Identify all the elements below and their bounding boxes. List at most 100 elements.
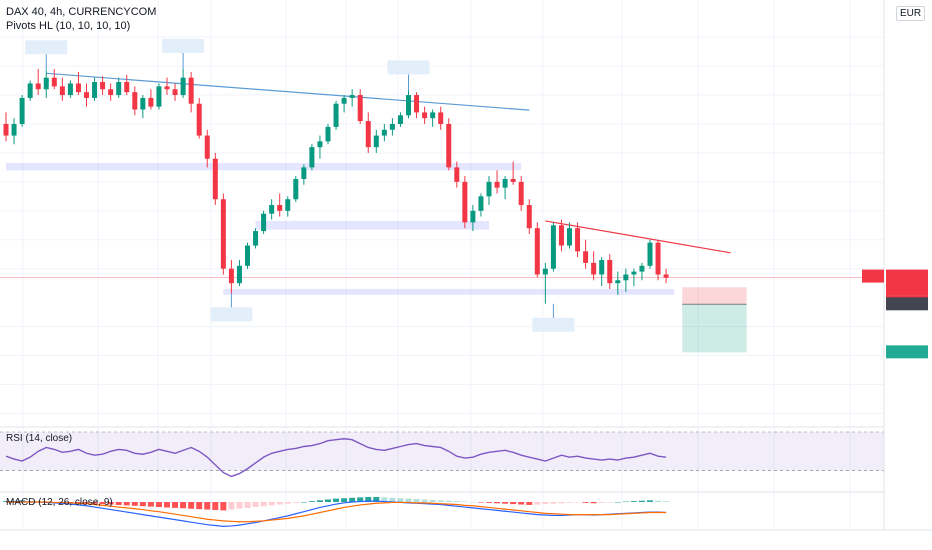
- candle-body: [293, 178, 299, 200]
- macd-hist-bar: [91, 502, 98, 504]
- macd-hist-bar: [188, 502, 195, 509]
- pivot-label: [387, 60, 430, 91]
- candle: [148, 89, 154, 110]
- macd-hist-bar: [357, 497, 364, 502]
- candle-body: [558, 225, 564, 246]
- macd-hist-bar: [486, 502, 492, 503]
- candle-body: [108, 89, 114, 96]
- candle-body: [140, 97, 146, 110]
- candle-body: [75, 83, 81, 93]
- macd-hist-bar: [622, 501, 629, 503]
- pivot-zone: [223, 288, 675, 295]
- candle-body: [228, 268, 234, 284]
- candle-body: [35, 83, 41, 90]
- candle-body: [607, 260, 613, 284]
- candle-body: [51, 77, 57, 87]
- candle-body: [277, 205, 283, 211]
- macd-hist-bar: [196, 502, 203, 510]
- macd-hist-bar: [534, 502, 541, 505]
- candle: [269, 199, 275, 220]
- rsi-title: RSI (14, close): [6, 433, 73, 444]
- macd-hist-bar: [445, 500, 452, 502]
- macd-hist-bar: [220, 502, 227, 511]
- candle: [277, 193, 283, 217]
- candle: [623, 268, 629, 292]
- macd-hist-bar: [115, 502, 122, 505]
- macd-hist-bar: [566, 502, 573, 503]
- macd-hist-bar: [27, 500, 34, 502]
- pivot-label-box: [387, 60, 430, 75]
- candle: [438, 106, 444, 130]
- candle: [100, 76, 106, 96]
- candle: [583, 239, 589, 269]
- candle-body: [196, 103, 202, 136]
- candle-body: [132, 92, 138, 110]
- macd-hist-bar: [300, 502, 307, 503]
- candle: [180, 68, 186, 98]
- candle: [550, 222, 556, 272]
- candle: [19, 95, 25, 127]
- candle-body: [357, 95, 363, 122]
- macd-hist-bar: [598, 502, 605, 503]
- macd-line: [6, 500, 667, 527]
- macd-hist-bar: [469, 502, 476, 503]
- candle-body: [253, 231, 259, 246]
- candle-body: [285, 199, 291, 211]
- macd-hist-bar: [663, 501, 670, 502]
- pivot-label-box: [162, 38, 205, 53]
- macd-hist-bar: [284, 502, 291, 504]
- trendline: [545, 220, 731, 254]
- candle-body: [406, 95, 411, 116]
- candle-body: [639, 265, 645, 272]
- macd-hist-bar: [75, 502, 82, 503]
- candle-body: [526, 205, 532, 229]
- macd-hist-bar: [655, 500, 662, 502]
- candle: [293, 176, 299, 203]
- candle-body: [11, 123, 17, 136]
- candle-body: [462, 181, 468, 223]
- candle-body: [647, 242, 653, 266]
- candle: [397, 112, 403, 127]
- candle: [309, 144, 315, 171]
- macd-hist-bar: [365, 496, 372, 502]
- macd-hist-bar: [405, 498, 412, 502]
- candle-body: [478, 196, 484, 211]
- macd-hist-bar: [614, 502, 621, 503]
- macd-hist-bar: [180, 502, 187, 509]
- candle-body: [454, 167, 460, 182]
- macd-hist-bar: [606, 502, 613, 503]
- candle-body: [349, 95, 355, 98]
- candle: [261, 210, 267, 234]
- macd-hist-bar: [429, 499, 436, 502]
- candle: [11, 118, 17, 145]
- candle: [534, 222, 540, 278]
- candles: [3, 68, 669, 304]
- macd-hist-bar: [83, 502, 90, 504]
- pivot-label: [25, 40, 68, 71]
- candle: [607, 254, 613, 289]
- candle: [285, 196, 291, 217]
- candle-body: [3, 123, 9, 136]
- pivot-labels: [25, 38, 575, 332]
- macd-hist-bar: [316, 500, 323, 502]
- currency-label[interactable]: EUR: [896, 6, 926, 21]
- candle: [317, 135, 323, 159]
- candle: [526, 199, 532, 234]
- candle: [414, 92, 420, 119]
- macd-hist-bar: [413, 499, 420, 502]
- candle-body: [317, 141, 323, 148]
- candle-body: [245, 245, 250, 266]
- candle: [333, 100, 339, 130]
- level-badge: [886, 345, 928, 359]
- candle: [389, 118, 395, 136]
- candle-body: [188, 77, 194, 104]
- level-badge-bg: [886, 297, 928, 311]
- position-tool[interactable]: [682, 287, 747, 353]
- level-badge-bg: [886, 345, 928, 359]
- candle: [518, 176, 524, 211]
- symbol-badge-bg: [862, 269, 884, 283]
- candle-body: [204, 135, 210, 159]
- candle-body: [341, 97, 347, 104]
- macd-hist-bar: [526, 502, 533, 505]
